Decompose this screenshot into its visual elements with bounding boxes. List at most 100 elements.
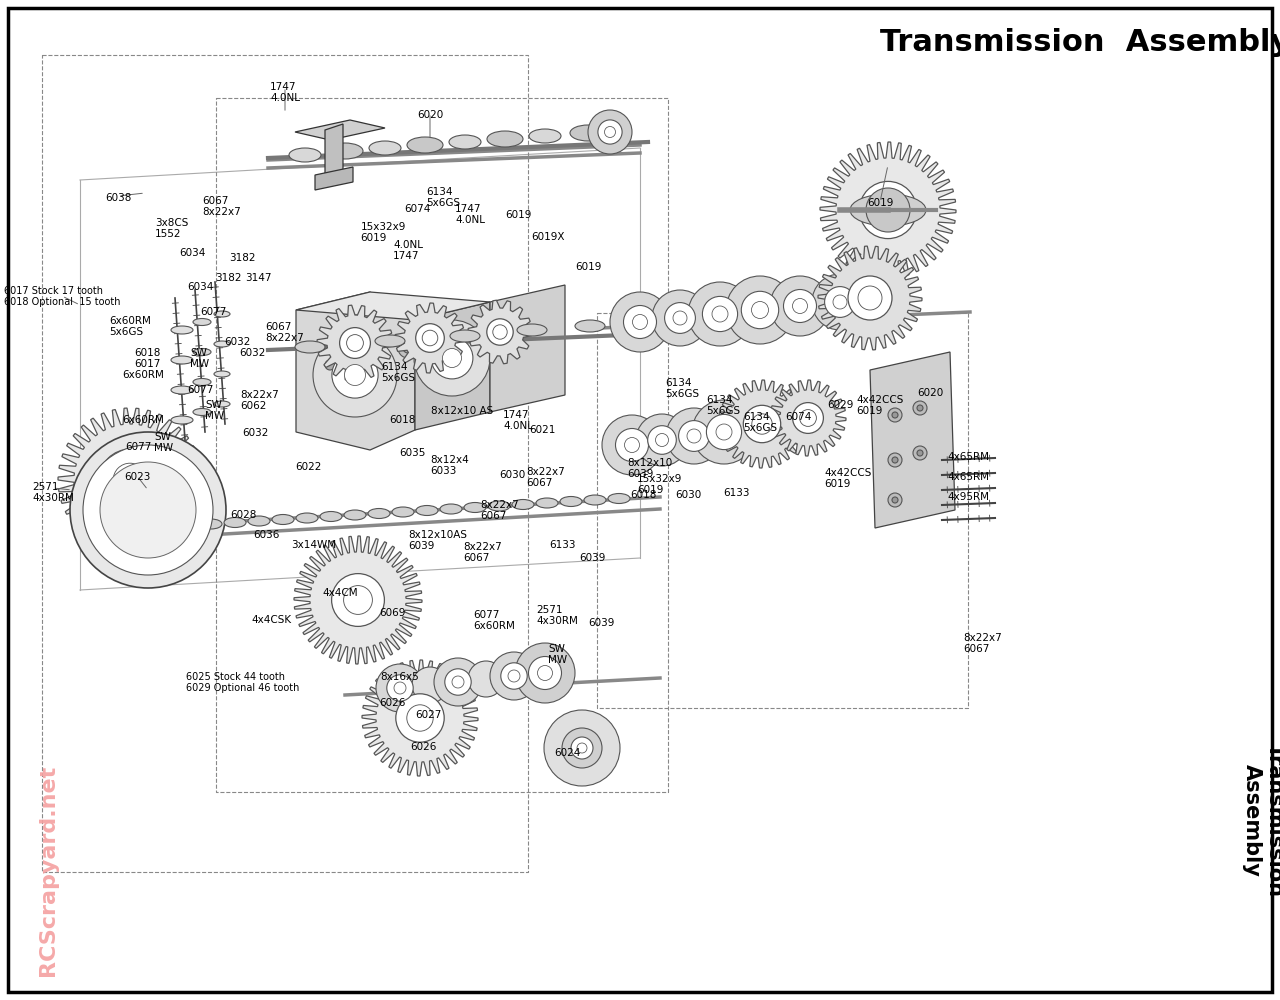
- Circle shape: [726, 276, 794, 344]
- Polygon shape: [415, 302, 490, 430]
- Circle shape: [538, 666, 553, 680]
- Circle shape: [434, 658, 483, 706]
- Circle shape: [689, 282, 753, 346]
- Circle shape: [632, 314, 648, 330]
- Text: 15x32x9
6019: 15x32x9 6019: [637, 474, 682, 495]
- Circle shape: [892, 457, 899, 463]
- Circle shape: [100, 462, 196, 558]
- Circle shape: [365, 350, 375, 360]
- Text: 6025 Stock 44 tooth
6029 Optional 46 tooth: 6025 Stock 44 tooth 6029 Optional 46 too…: [187, 672, 300, 693]
- Ellipse shape: [172, 356, 193, 364]
- Circle shape: [623, 306, 657, 338]
- Polygon shape: [396, 303, 465, 373]
- Ellipse shape: [172, 326, 193, 334]
- Circle shape: [468, 661, 504, 697]
- Circle shape: [412, 667, 448, 703]
- Circle shape: [678, 421, 709, 451]
- Text: 15x32x9
6019: 15x32x9 6019: [360, 222, 406, 243]
- Ellipse shape: [407, 137, 443, 153]
- Text: 6032: 6032: [242, 428, 269, 438]
- Circle shape: [387, 675, 413, 701]
- Circle shape: [602, 415, 662, 475]
- Polygon shape: [315, 167, 353, 190]
- Circle shape: [625, 438, 640, 452]
- Polygon shape: [58, 408, 202, 552]
- Ellipse shape: [375, 335, 404, 347]
- Text: 4.0NL
1747: 4.0NL 1747: [393, 240, 422, 261]
- Circle shape: [636, 414, 689, 466]
- Circle shape: [508, 670, 520, 682]
- Text: 6029: 6029: [827, 400, 854, 410]
- Circle shape: [344, 364, 366, 385]
- Circle shape: [616, 428, 649, 462]
- Circle shape: [712, 306, 728, 322]
- Circle shape: [398, 338, 419, 358]
- Text: 8x22x7
6062: 8x22x7 6062: [241, 390, 279, 411]
- Polygon shape: [818, 246, 922, 350]
- Polygon shape: [325, 124, 343, 181]
- Text: SW
MW: SW MW: [191, 348, 210, 369]
- Text: 6134
5x6GS: 6134 5x6GS: [381, 362, 415, 383]
- Polygon shape: [296, 292, 490, 320]
- Text: 4x42CCS
6019: 4x42CCS 6019: [856, 395, 904, 416]
- Text: 8x12x10AS
6039: 8x12x10AS 6039: [408, 530, 467, 551]
- Ellipse shape: [570, 125, 605, 141]
- Circle shape: [347, 335, 364, 351]
- Circle shape: [332, 352, 378, 398]
- Text: 6018: 6018: [630, 490, 657, 500]
- Circle shape: [892, 412, 899, 418]
- Ellipse shape: [152, 522, 174, 532]
- Ellipse shape: [193, 349, 211, 356]
- Circle shape: [824, 287, 855, 317]
- Text: 2571
4x30RM: 2571 4x30RM: [536, 605, 579, 626]
- Circle shape: [771, 276, 829, 336]
- Circle shape: [858, 286, 882, 310]
- Circle shape: [515, 643, 575, 703]
- Circle shape: [707, 414, 741, 450]
- Text: 3182: 3182: [229, 253, 255, 263]
- Circle shape: [655, 434, 668, 446]
- Text: 1747
4.0NL: 1747 4.0NL: [270, 82, 300, 103]
- Text: 6021: 6021: [529, 425, 556, 435]
- Text: 6074: 6074: [403, 204, 430, 214]
- Circle shape: [360, 345, 380, 365]
- Polygon shape: [870, 352, 955, 528]
- Text: 4x65RM: 4x65RM: [947, 472, 989, 482]
- Ellipse shape: [248, 516, 270, 526]
- Text: 1747
4.0NL: 1747 4.0NL: [454, 204, 485, 225]
- Circle shape: [648, 426, 676, 454]
- Circle shape: [452, 676, 465, 688]
- Text: SW
MW: SW MW: [205, 400, 224, 421]
- Ellipse shape: [517, 324, 547, 336]
- Circle shape: [598, 120, 622, 144]
- Circle shape: [664, 303, 695, 333]
- Text: 6032: 6032: [224, 337, 250, 347]
- Circle shape: [339, 328, 370, 358]
- Text: 2571
4x30RM: 2571 4x30RM: [32, 482, 74, 503]
- Polygon shape: [771, 380, 846, 456]
- Text: 4x65RM: 4x65RM: [947, 452, 989, 462]
- Text: 6017 Stock 17 tooth
6018 Optional  15 tooth: 6017 Stock 17 tooth 6018 Optional 15 too…: [4, 286, 120, 307]
- Text: 3x8CS
1552: 3x8CS 1552: [155, 218, 188, 239]
- Text: 6020: 6020: [417, 110, 443, 120]
- Ellipse shape: [465, 502, 486, 512]
- Text: 6077
6x60RM: 6077 6x60RM: [474, 610, 515, 631]
- Circle shape: [916, 450, 923, 456]
- Ellipse shape: [449, 135, 481, 149]
- Circle shape: [812, 274, 868, 330]
- Text: 6077: 6077: [125, 442, 151, 452]
- Ellipse shape: [344, 510, 366, 520]
- Circle shape: [544, 710, 620, 786]
- Ellipse shape: [172, 386, 193, 394]
- Text: 8x12x4
6033: 8x12x4 6033: [430, 455, 470, 476]
- Circle shape: [913, 401, 927, 415]
- Text: 4x4CM: 4x4CM: [323, 588, 358, 598]
- Circle shape: [751, 414, 772, 434]
- Circle shape: [343, 586, 372, 614]
- Ellipse shape: [608, 493, 630, 504]
- Text: Transmission
Assembly: Transmission Assembly: [1242, 743, 1280, 897]
- Text: 8x12x10
6039: 8x12x10 6039: [627, 458, 672, 479]
- Circle shape: [493, 325, 507, 339]
- Ellipse shape: [326, 143, 364, 159]
- Text: Transmission  Assembly: Transmission Assembly: [879, 28, 1280, 57]
